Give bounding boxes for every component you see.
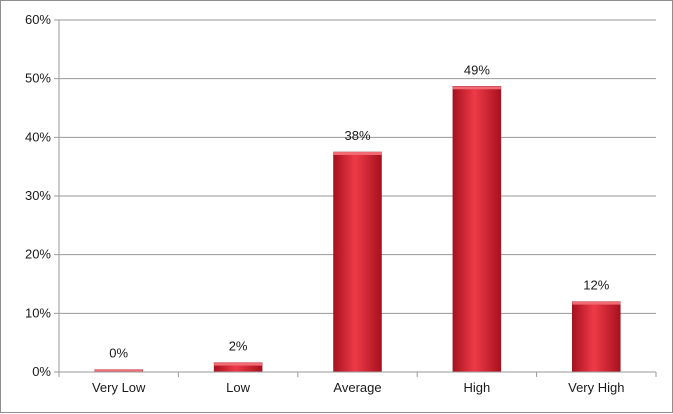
y-tick-label: 10% [25, 305, 51, 320]
bar-top-highlight [214, 362, 263, 366]
y-tick-label: 40% [25, 129, 51, 144]
data-label: 12% [583, 278, 609, 293]
bar-top-highlight [333, 152, 382, 155]
bar-high [452, 86, 502, 373]
data-label: 2% [229, 339, 248, 354]
y-tick-label: 0% [32, 364, 51, 379]
bar-top-highlight [94, 369, 143, 372]
y-tick-label: 50% [25, 71, 51, 86]
y-tick-label: 20% [25, 247, 51, 262]
bar-top-highlight [452, 86, 501, 90]
bar-very-high [572, 301, 621, 373]
bar-average [333, 151, 382, 373]
data-label: 0% [109, 346, 128, 361]
y-tick-label: 60% [25, 12, 51, 27]
data-label: 49% [464, 62, 490, 77]
bar-top-highlight [572, 301, 621, 305]
x-tick-label: Low [226, 380, 250, 395]
data-label: 38% [344, 128, 370, 143]
x-tick-label: Very Low [92, 380, 146, 395]
x-tick-label: High [464, 380, 491, 395]
y-tick-label: 30% [25, 188, 51, 203]
x-tick-label: Average [333, 380, 381, 395]
x-tick-label: Very High [568, 380, 624, 395]
